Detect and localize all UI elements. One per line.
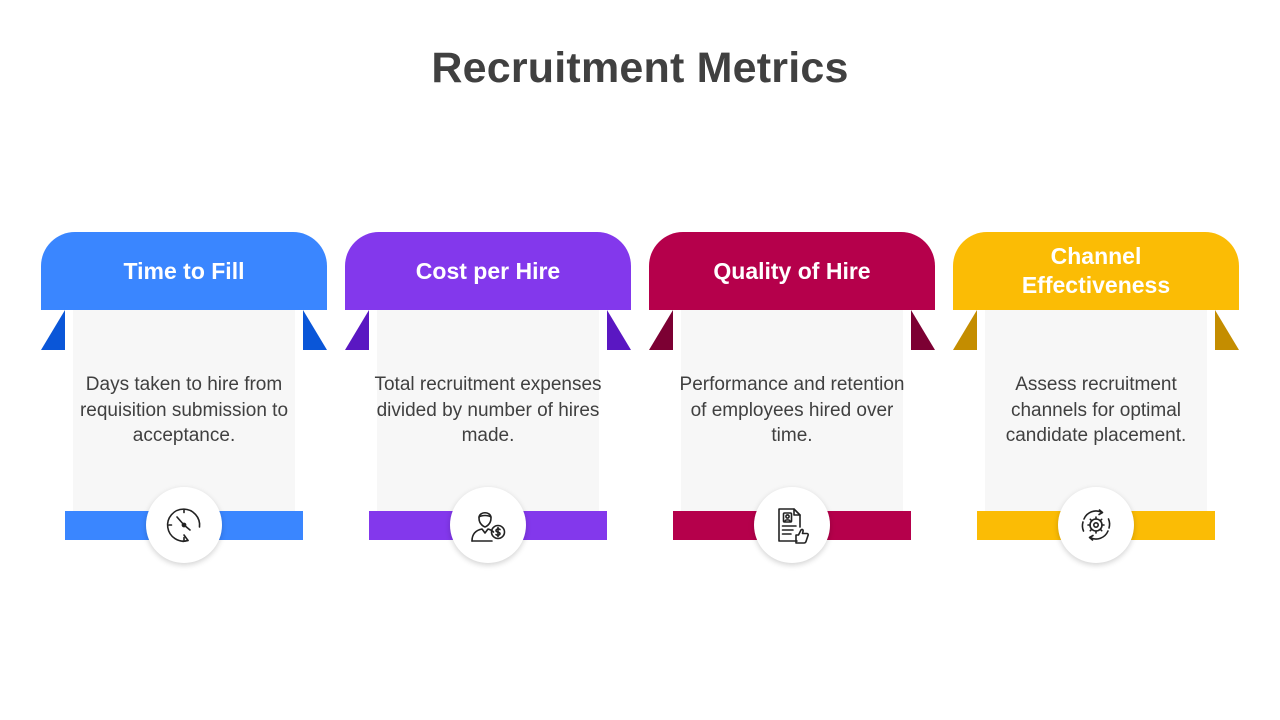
card-description: Assess recruitment channels for optimal … [1005, 374, 1187, 446]
card-description: Total recruitment expenses divided by nu… [374, 374, 602, 446]
icon-badge [450, 487, 526, 563]
metric-card-channel-effectiveness: Channel Effectiveness Assess recruitment… [953, 232, 1239, 572]
icon-badge [1058, 487, 1134, 563]
person-dollar-icon [471, 511, 506, 542]
card-heading: Channel Effectiveness [953, 232, 1239, 310]
metric-card-time-to-fill: Time to Fill Days taken to hire from req… [41, 232, 327, 572]
ribbon-fold-left [649, 310, 673, 350]
ribbon-fold-right [1215, 310, 1239, 350]
metric-card-quality-of-hire: Quality of Hire Performance and retentio… [649, 232, 935, 572]
clock-icon [166, 508, 201, 543]
card-panel [985, 292, 1207, 512]
card-heading: Cost per Hire [345, 232, 631, 310]
metric-card-cost-per-hire: Cost per Hire Total recruitment expenses… [345, 232, 631, 572]
card-description: Days taken to hire from requisition subm… [79, 374, 289, 446]
card-panel [681, 292, 903, 512]
ribbon-fold-right [607, 310, 631, 350]
gear-cycle-icon [1081, 509, 1111, 541]
page-title: Recruitment Metrics [431, 44, 849, 92]
icon-badge [754, 487, 830, 563]
ribbon-fold-right [303, 310, 327, 350]
card-heading: Quality of Hire [649, 232, 935, 310]
card-panel [377, 292, 599, 512]
ribbon-fold-left [345, 310, 369, 350]
ribbon-fold-left [953, 310, 977, 350]
ribbon-fold-right [911, 310, 935, 350]
ribbon-fold-left [41, 310, 65, 350]
card-heading: Time to Fill [41, 232, 327, 310]
resume-thumbs-up-icon [778, 508, 809, 544]
card-description: Performance and retention of employees h… [679, 374, 905, 446]
card-panel [73, 292, 295, 512]
icon-badge [146, 487, 222, 563]
